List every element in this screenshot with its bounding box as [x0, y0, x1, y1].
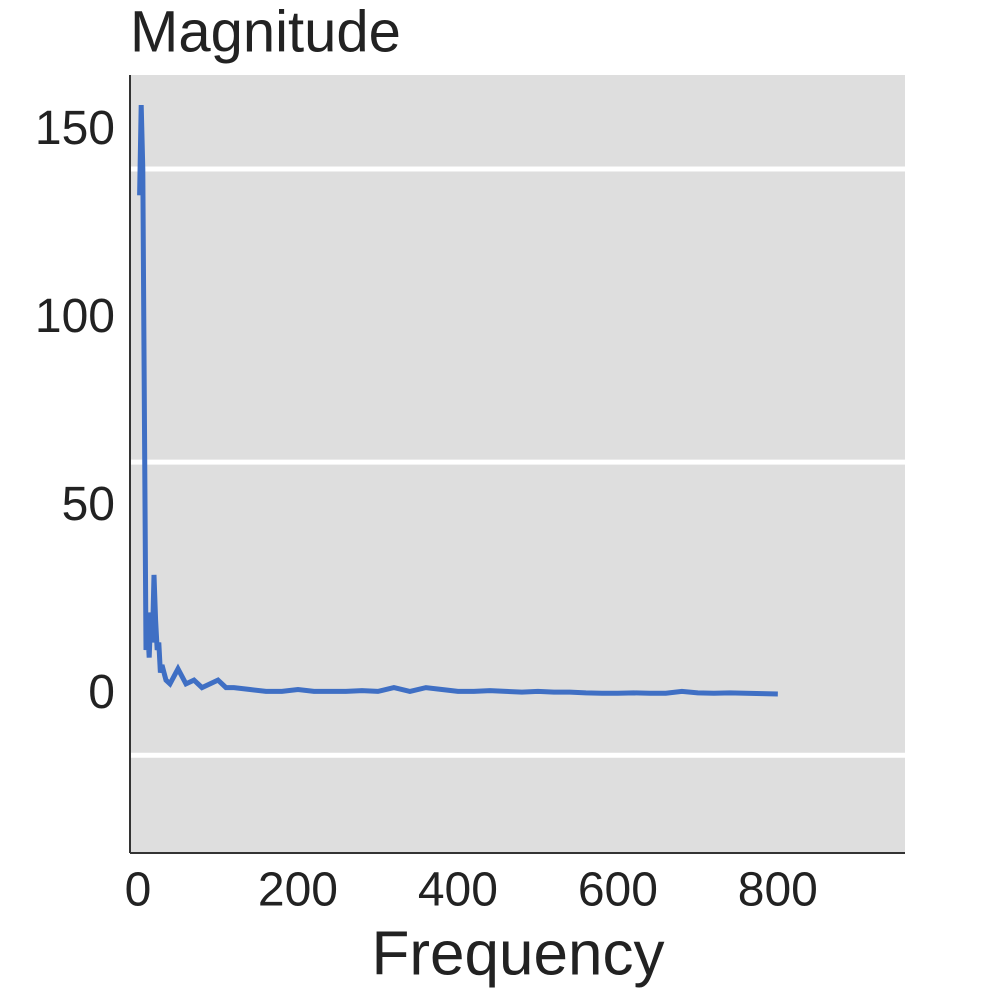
y-tick-label: 150: [35, 102, 115, 155]
y-tick-label: 50: [62, 478, 115, 531]
x-tick-label: 800: [738, 864, 818, 917]
x-tick-label: 600: [578, 864, 658, 917]
x-tick-label: 400: [418, 864, 498, 917]
data-line: [137, 105, 778, 697]
x-tick-label: 200: [258, 864, 338, 917]
y-tick-label: 100: [35, 290, 115, 343]
y-tick-label: 0: [88, 666, 115, 719]
chart-title: Magnitude: [130, 0, 401, 64]
x-tick-label: 0: [125, 864, 152, 917]
x-axis-label: Frequency: [372, 919, 665, 988]
